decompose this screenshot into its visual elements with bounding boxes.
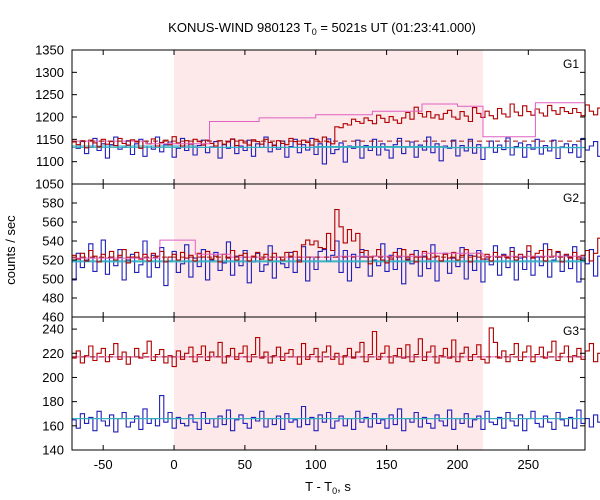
plot-area: 1050110011501200125013001350G14604805005… (35, 43, 600, 472)
y-tick-label: 1100 (36, 154, 64, 169)
panel-frame (71, 316, 586, 451)
panel-g2: 460 480 500 520 540 560 580 G2 (42, 183, 600, 325)
x-tick-label: 50 (238, 457, 252, 472)
y-tick-label: 1200 (35, 110, 64, 125)
y-tick-label: 220 (42, 346, 64, 361)
x-tick-label: 100 (305, 457, 327, 472)
y-tick-label: 540 (42, 234, 64, 249)
panel-label: G3 (563, 324, 579, 338)
x-tick-label: 150 (376, 457, 398, 472)
panel-label: G2 (563, 191, 579, 205)
y-tick-label: 180 (42, 394, 64, 409)
panel-g3: 140 160 180 200 220 240 G3 (42, 316, 600, 458)
fit-red (72, 102, 585, 145)
series-red-counts (72, 209, 600, 265)
y-tick-label: 140 (42, 443, 64, 458)
y-tick-label: 160 (42, 418, 64, 433)
y-tick-label: 1300 (35, 65, 64, 80)
series-red-counts (72, 103, 600, 149)
y-tick-label: 500 (42, 272, 64, 287)
series-blue-counts (72, 395, 600, 433)
panel-g1: 1050 1100 1150 1200 1250 1300 1350 G1 (35, 43, 600, 192)
panel-label: G1 (563, 57, 579, 71)
x-tick-label: -50 (94, 457, 113, 472)
series-blue-counts (72, 239, 600, 287)
series-red-counts (72, 327, 600, 368)
x-tick-label: 200 (447, 457, 469, 472)
y-tick-label: 560 (42, 215, 64, 230)
y-tick-label: 1350 (35, 43, 64, 58)
y-axis-label: counts / sec (3, 215, 18, 285)
x-axis-label: T - T0, s (305, 479, 351, 496)
y-tick-label: 1050 (35, 177, 64, 192)
y-tick-label: 480 (42, 291, 64, 306)
y-tick-label: 1150 (36, 132, 64, 147)
y-tick-label: 520 (42, 253, 64, 268)
y-tick-label: 200 (42, 370, 64, 385)
chart-title: KONUS-WIND 980123 T0 = 5021s UT (01:23:4… (168, 20, 476, 37)
y-tick-label: 460 (42, 310, 64, 325)
y-tick-label: 580 (42, 196, 64, 211)
x-tick-label: 0 (170, 457, 177, 472)
x-tick-label: 250 (517, 457, 539, 472)
shaded-interval (174, 50, 483, 450)
y-tick-label: 240 (42, 322, 64, 337)
y-tick-label: 1250 (35, 87, 64, 102)
series-blue-counts (72, 136, 600, 165)
